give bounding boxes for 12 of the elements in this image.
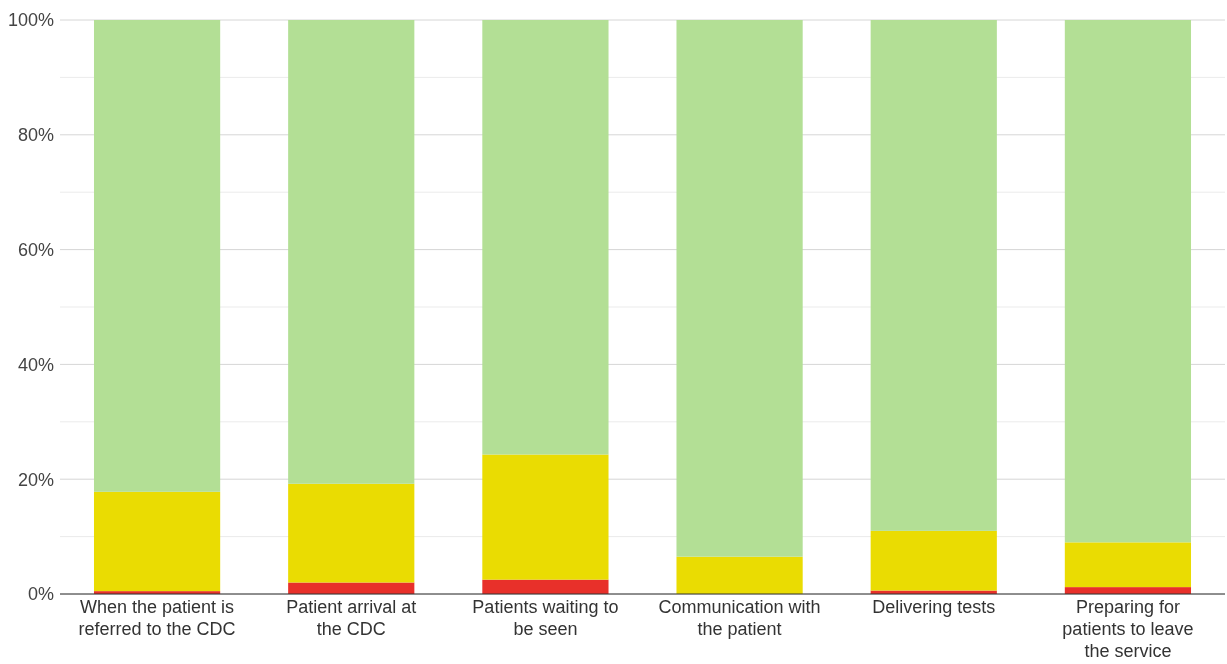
y-tick-label: 80% bbox=[17, 125, 54, 146]
x-tick-label: Patient arrival at the CDC bbox=[286, 597, 417, 639]
x-tick-label: Patients waiting to be seen bbox=[472, 597, 619, 639]
y-tick-label: 20% bbox=[17, 469, 54, 490]
y-tick-label: 100% bbox=[7, 10, 54, 31]
x-tick-label: Communication with the patient bbox=[658, 597, 821, 639]
y-tick-label: 60% bbox=[17, 239, 54, 260]
y-tick-label: 0% bbox=[27, 584, 54, 605]
y-tick-label: 40% bbox=[17, 354, 54, 375]
x-tick-label: Delivering tests bbox=[872, 597, 996, 617]
x-tick-label: Preparing for patients to leave the service bbox=[1062, 597, 1194, 661]
x-tick-label: When the patient is referred to the CDC bbox=[78, 597, 236, 639]
